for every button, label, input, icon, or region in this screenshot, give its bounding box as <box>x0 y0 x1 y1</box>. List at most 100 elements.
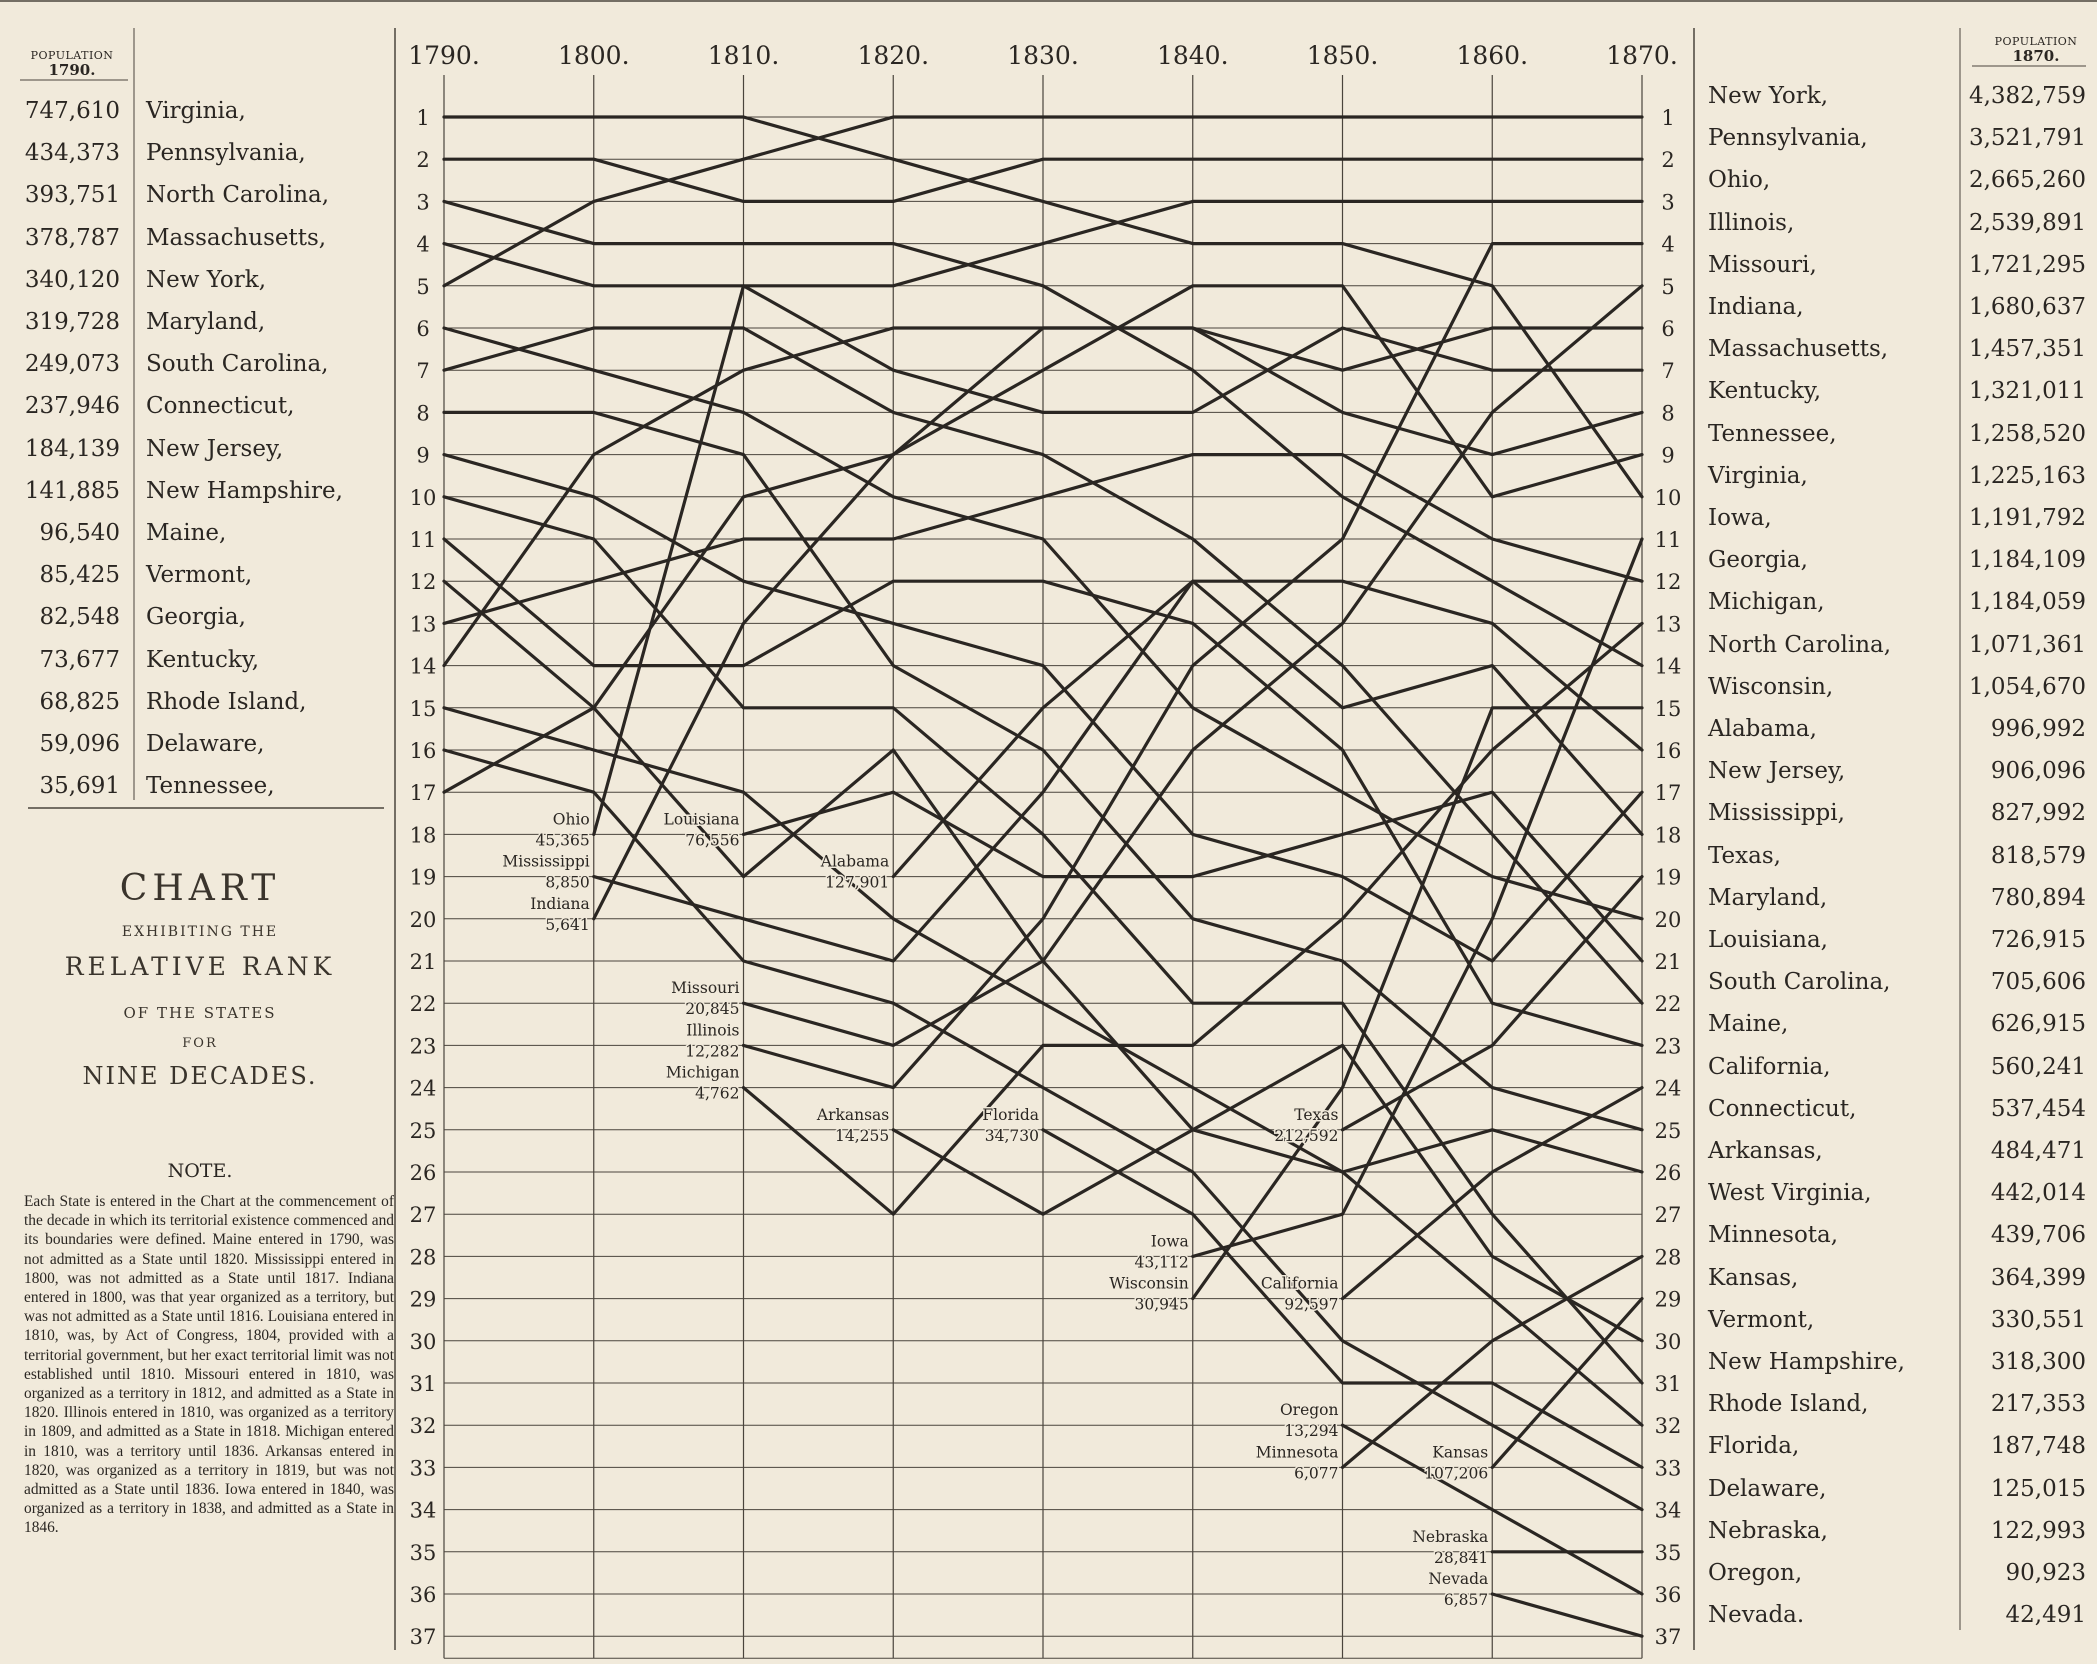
population-1790: 393,751 <box>24 182 120 209</box>
left-table-row: 82,548 Georgia, <box>14 596 246 638</box>
entry-label: 4,762 <box>695 1085 739 1103</box>
state-name: New York, <box>1708 83 1829 109</box>
chart-subtitle-1: EXHIBITING THE <box>121 924 279 940</box>
right-table-row: Nebraska, 122,993 <box>1686 1510 2086 1552</box>
state-name: North Carolina, <box>1708 631 1892 658</box>
left-table-row: 35,691 Tennessee, <box>14 765 275 807</box>
series-line <box>442 157 1644 203</box>
year-label: 1850. <box>1307 41 1379 70</box>
population-1870: 818,579 <box>1990 842 2086 869</box>
entry-label: Michigan <box>666 1064 740 1082</box>
right-table-row: Indiana, 1,680,637 <box>1686 286 2086 328</box>
entry-label: Alabama <box>820 853 890 871</box>
right-table-row: Kansas, 364,399 <box>1686 1257 2086 1299</box>
rank-label-left: 15 <box>410 697 437 721</box>
rank-label-right: 1 <box>1661 106 1674 130</box>
left-table-row: 85,425 Vermont, <box>14 554 253 596</box>
population-1870: 1,680,637 <box>1968 294 2086 320</box>
rank-label-right: 5 <box>1661 275 1674 299</box>
series-line <box>1340 1085 1644 1301</box>
chart-subtitle-5: NINE DECADES. <box>82 1062 318 1090</box>
chart-title: CHART <box>119 868 281 909</box>
rank-label-left: 16 <box>410 739 437 763</box>
population-1790: 378,787 <box>24 224 120 251</box>
rank-label-left: 29 <box>410 1288 437 1312</box>
state-name: Maryland, <box>1708 884 1828 911</box>
state-name: Rhode Island, <box>1708 1391 1869 1418</box>
series-line <box>442 115 1644 499</box>
entry-label: 76,556 <box>685 831 739 849</box>
right-table-row: South Carolina, 705,606 <box>1686 961 2086 1003</box>
rank-label-left: 18 <box>410 823 437 847</box>
series-line <box>741 242 1644 1090</box>
series-line <box>592 326 1644 921</box>
entry-label: Kansas <box>1432 1443 1488 1461</box>
right-table-row: Florida, 187,748 <box>1686 1425 2086 1467</box>
population-1870: 726,915 <box>1990 927 2086 953</box>
population-1870: 442,014 <box>1990 1180 2086 1207</box>
right-header-year: 1870. <box>2012 47 2060 66</box>
rank-label-right: 18 <box>1655 823 1682 847</box>
chart-subtitle-4: FOR <box>182 1036 218 1051</box>
left-population-header: POPULATION 1790. <box>14 49 130 79</box>
state-name: New Jersey, <box>1708 758 1846 785</box>
entry-label: Minnesota <box>1256 1443 1339 1461</box>
rank-label-right: 8 <box>1661 401 1674 425</box>
population-1870: 42,491 <box>2005 1602 2086 1629</box>
entry-label: Iowa <box>1151 1232 1189 1250</box>
right-table-row: Georgia, 1,184,109 <box>1686 539 2086 581</box>
entry-label: Arkansas <box>816 1106 889 1124</box>
series-line <box>442 284 1644 794</box>
state-name: Vermont, <box>146 562 253 589</box>
rank-label-left: 3 <box>416 190 429 214</box>
state-name: Texas, <box>1708 842 1781 869</box>
entry-label: California <box>1261 1275 1339 1293</box>
year-label: 1860. <box>1456 41 1528 70</box>
rank-label-right: 12 <box>1655 570 1682 594</box>
year-label: 1800. <box>558 41 630 70</box>
population-1870: 2,665,260 <box>1968 167 2086 194</box>
rank-label-right: 26 <box>1655 1161 1682 1185</box>
rank-label-right: 20 <box>1655 908 1682 932</box>
left-header-label: POPULATION <box>30 49 114 62</box>
right-table-row: Iowa, 1,191,792 <box>1686 497 2086 539</box>
state-name: Delaware, <box>146 731 265 757</box>
chart-labels: Ohio 45,365 Mississippi 8,850 Indiana 5,641 Lo… <box>501 809 1490 1611</box>
state-name: Arkansas, <box>1708 1138 1823 1164</box>
population-1870: 330,551 <box>1990 1306 2086 1333</box>
rank-label-left: 7 <box>416 359 429 383</box>
series-line <box>442 199 1644 668</box>
rank-label-right: 13 <box>1655 612 1682 636</box>
right-table-row: Oregon, 90,923 <box>1686 1552 2086 1594</box>
state-name: Florida, <box>1708 1433 1800 1460</box>
series-line <box>442 453 1644 963</box>
entry-label: 107,206 <box>1424 1464 1488 1482</box>
series-line <box>442 115 1644 288</box>
rank-label-left: 31 <box>410 1372 437 1396</box>
entry-label: 13,294 <box>1284 1422 1338 1440</box>
chart-subtitle-2: RELATIVE RANK <box>64 952 336 981</box>
rank-label-left: 36 <box>410 1583 437 1607</box>
right-table-row: Michigan, 1,184,059 <box>1686 581 2086 623</box>
rank-label-right: 25 <box>1655 1119 1682 1143</box>
series-line <box>1191 706 1644 1301</box>
state-name: Iowa, <box>1708 505 1772 531</box>
right-table-row: Maine, 626,915 <box>1686 1003 2086 1045</box>
entry-label: 6,857 <box>1444 1591 1488 1609</box>
state-name: Kentucky, <box>146 646 260 673</box>
population-1870: 1,721,295 <box>1968 251 2086 278</box>
state-name: West Virginia, <box>1708 1180 1872 1207</box>
right-table-row: Texas, 818,579 <box>1686 835 2086 877</box>
entry-label: Florida <box>982 1106 1039 1124</box>
right-table-row: New Jersey, 906,096 <box>1686 750 2086 792</box>
state-name: New Hampshire, <box>1708 1349 1905 1375</box>
right-table-row: California, 560,241 <box>1686 1046 2086 1088</box>
left-table-row: 184,139 New Jersey, <box>14 428 283 470</box>
note-text: Each State is entered in the Chart at th… <box>24 1193 394 1537</box>
state-name: Tennessee, <box>1708 420 1837 447</box>
entry-label: 12,282 <box>685 1042 739 1060</box>
series-line <box>1340 1423 1644 1596</box>
entry-label: Illinois <box>686 1021 739 1039</box>
state-name: Massachusetts, <box>1708 336 1889 363</box>
